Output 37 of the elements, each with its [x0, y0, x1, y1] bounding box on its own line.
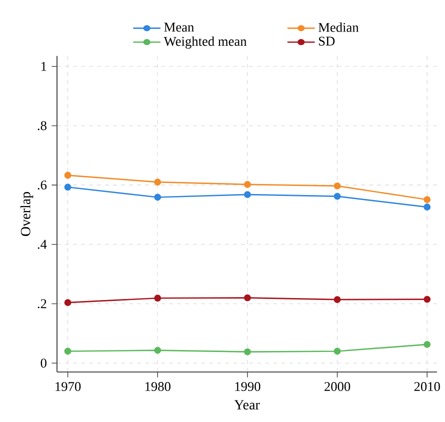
x-axis-title: Year [234, 400, 260, 410]
point [334, 348, 341, 355]
point [424, 296, 431, 303]
legend-label: Median [318, 22, 359, 32]
point [334, 296, 341, 304]
point [244, 191, 251, 198]
x-tick-label: 1980 [145, 382, 170, 392]
legend-label: Weighted mean [164, 36, 247, 49]
point [424, 340, 431, 348]
point [334, 192, 341, 200]
point [334, 182, 341, 190]
y-axis-title: Overlap [20, 192, 34, 236]
y-tick-label: .4 [38, 240, 47, 249]
y-tick-label: 0 [40, 358, 46, 368]
legend-label: SD [319, 36, 335, 46]
x-tick-label: 1990 [235, 382, 260, 392]
x-tick-label: 1970 [56, 382, 81, 392]
x-tick-label: 2010 [414, 382, 440, 392]
point [154, 294, 162, 302]
y-tick-label: 1 [41, 62, 46, 71]
point [244, 181, 251, 188]
point [424, 196, 431, 204]
point [64, 184, 72, 191]
point [154, 194, 162, 201]
point [64, 299, 72, 306]
legend-label: Mean [164, 22, 194, 32]
y-tick-label: .8 [38, 121, 46, 130]
point [64, 172, 72, 179]
y-tick-label: .6 [38, 180, 47, 190]
x-tick-label: 2000 [324, 382, 350, 392]
y-tick-label: .2 [38, 299, 46, 308]
point [244, 348, 251, 356]
point [244, 294, 251, 302]
point [64, 348, 72, 355]
point [424, 204, 431, 210]
point [154, 178, 162, 186]
point [154, 346, 162, 354]
